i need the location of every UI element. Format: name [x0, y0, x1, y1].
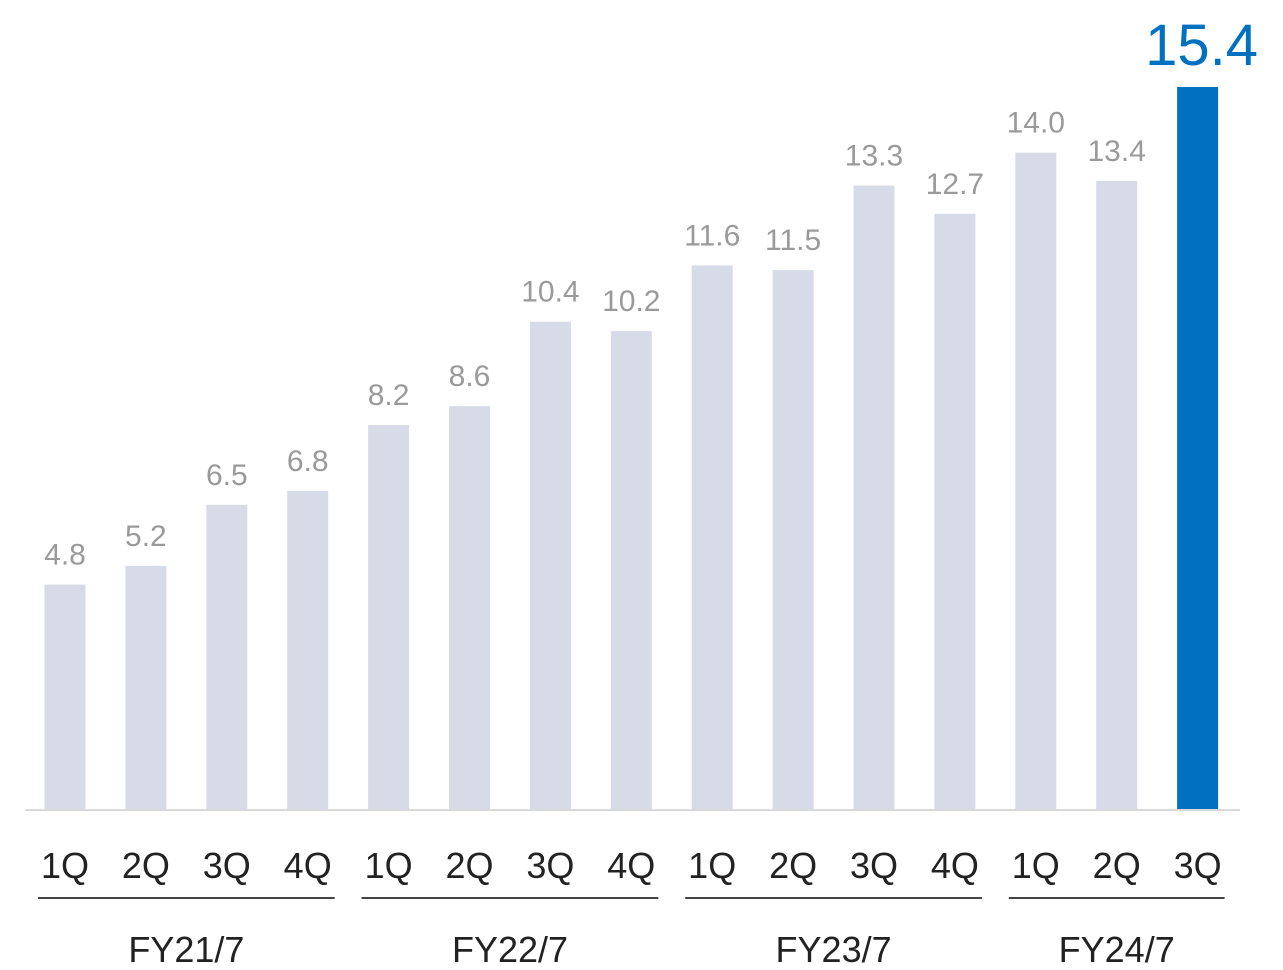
bar-4	[287, 490, 329, 810]
category-label-6: 2Q	[445, 845, 493, 886]
category-label-1: 1Q	[41, 845, 89, 886]
group-label-1: FY21/7	[128, 929, 244, 970]
value-label-12: 12.7	[926, 168, 984, 201]
bar-11	[853, 185, 895, 811]
bars-layer	[44, 87, 1219, 811]
bar-14	[1096, 180, 1138, 810]
group-labels-layer: FY21/7 FY22/7 FY23/7 FY24/7	[38, 897, 1225, 970]
group-label-4: FY24/7	[1059, 929, 1175, 970]
value-label-7: 10.4	[521, 276, 579, 309]
category-label-2: 2Q	[122, 845, 170, 886]
bar-6	[449, 406, 490, 810]
bar-1	[44, 584, 86, 810]
bar-5	[368, 425, 410, 810]
category-label-10: 2Q	[769, 845, 817, 886]
category-label-9: 1Q	[688, 845, 736, 886]
value-label-15: 15.4	[1145, 13, 1258, 78]
value-label-1: 4.8	[44, 539, 86, 572]
value-label-2: 5.2	[125, 520, 167, 553]
bar-3	[206, 504, 248, 810]
bar-9	[691, 265, 733, 810]
bar-7	[529, 321, 571, 810]
value-labels-layer: 4.8 5.2 6.5 6.8 8.2 8.6 10.4 10.2 11.6 11.5 13.3 12…	[44, 13, 1258, 572]
value-label-9: 11.6	[684, 219, 740, 252]
value-label-10: 11.5	[765, 224, 821, 257]
value-label-13: 14.0	[1007, 107, 1065, 140]
category-label-5: 1Q	[365, 845, 413, 886]
category-label-12: 4Q	[931, 845, 979, 886]
value-label-11: 13.3	[845, 140, 903, 173]
group-label-2: FY22/7	[452, 929, 568, 970]
category-label-14: 2Q	[1093, 845, 1141, 886]
category-label-15: 3Q	[1174, 845, 1222, 886]
category-label-8: 4Q	[607, 845, 655, 886]
category-labels-layer: 1Q 2Q 3Q 4Q 1Q 2Q 3Q 4Q 1Q 2Q 3Q 4Q 1Q 2Q 3Q	[41, 845, 1222, 886]
category-label-11: 3Q	[850, 845, 898, 886]
category-label-13: 1Q	[1012, 845, 1060, 886]
category-label-3: 3Q	[203, 845, 251, 886]
value-label-3: 6.5	[206, 459, 248, 492]
bar-10	[772, 270, 814, 811]
bar-15	[1177, 87, 1219, 810]
value-label-14: 13.4	[1088, 135, 1146, 168]
value-label-6: 8.6	[449, 360, 491, 393]
category-label-4: 4Q	[284, 845, 332, 886]
bar-8	[610, 331, 652, 810]
group-label-3: FY23/7	[776, 929, 892, 970]
bar-13	[1015, 152, 1057, 810]
value-label-5: 8.2	[368, 379, 410, 412]
bar-2	[125, 565, 167, 810]
bar-12	[934, 213, 976, 811]
value-label-8: 10.2	[602, 285, 660, 318]
value-label-4: 6.8	[287, 445, 329, 478]
category-label-7: 3Q	[526, 845, 574, 886]
